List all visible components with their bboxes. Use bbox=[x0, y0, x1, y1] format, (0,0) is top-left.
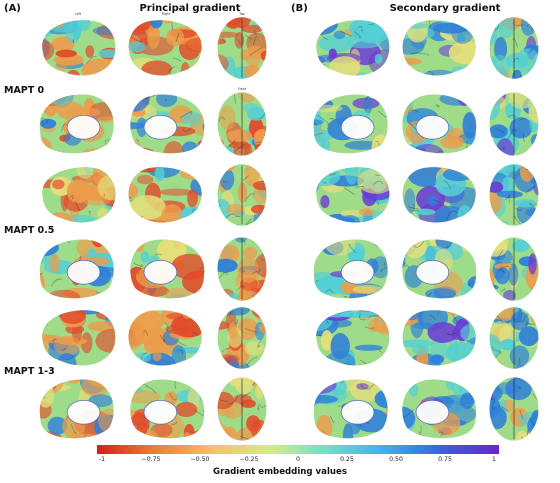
brain-lateral-view bbox=[42, 167, 116, 223]
brain-medial-view bbox=[313, 94, 388, 154]
brain-lateral-view bbox=[402, 310, 476, 366]
brain-medial-view bbox=[402, 379, 477, 439]
colorbar-tick-label: −0.75 bbox=[141, 456, 161, 463]
brain-medial-view bbox=[402, 94, 477, 154]
brain-lateral-view bbox=[402, 167, 476, 223]
brain-medial-view bbox=[39, 239, 114, 299]
brain-dorsal-view bbox=[489, 377, 539, 441]
brain-dorsal-view bbox=[217, 377, 267, 441]
colorbar-tick-label: 1 bbox=[492, 456, 496, 463]
brain-medial-view bbox=[313, 379, 388, 439]
colorbar-tick-label: −0.25 bbox=[239, 456, 259, 463]
brain-lateral-view bbox=[128, 20, 202, 76]
view-label: Top bbox=[239, 12, 245, 16]
colorbar-tick-label: -1 bbox=[98, 456, 106, 463]
panel-a-label: (A) bbox=[4, 3, 21, 14]
view-label: Left bbox=[75, 12, 81, 16]
colorbar-tick-label: 0.50 bbox=[389, 456, 403, 463]
brain-dorsal-view bbox=[217, 92, 267, 156]
brain-dorsal-view bbox=[489, 237, 539, 301]
brain-dorsal-view bbox=[217, 17, 267, 79]
colorbar bbox=[97, 445, 499, 454]
brain-dorsal-view bbox=[217, 164, 267, 226]
brain-dorsal-view bbox=[489, 17, 539, 79]
brain-lateral-view bbox=[128, 167, 202, 223]
brain-dorsal-view bbox=[489, 164, 539, 226]
brain-lateral-view bbox=[316, 310, 390, 366]
brain-lateral-view bbox=[42, 20, 116, 76]
panel-b-label: (B) bbox=[291, 3, 308, 14]
brain-medial-view bbox=[39, 94, 114, 154]
brain-dorsal-view bbox=[217, 237, 267, 301]
group-label-mapt-0: MAPT 0 bbox=[4, 85, 45, 96]
brain-lateral-view bbox=[128, 310, 202, 366]
colorbar-title: Gradient embedding values bbox=[213, 467, 347, 477]
panel-a-title: Principal gradient bbox=[139, 3, 241, 14]
view-label: Right bbox=[161, 12, 171, 16]
group-label-mapt-0-5: MAPT 0.5 bbox=[4, 225, 55, 236]
brain-medial-view bbox=[130, 379, 205, 439]
colorbar-gradient bbox=[97, 445, 499, 454]
view-label: Front bbox=[237, 87, 247, 91]
brain-medial-view bbox=[130, 94, 205, 154]
brain-dorsal-view bbox=[489, 307, 539, 369]
brain-medial-view bbox=[402, 239, 477, 299]
colorbar-tick-label: 0.25 bbox=[340, 456, 354, 463]
brain-medial-view bbox=[313, 239, 388, 299]
panel-b-title: Secondary gradient bbox=[389, 3, 501, 14]
brain-medial-view bbox=[130, 239, 205, 299]
brain-dorsal-view bbox=[217, 307, 267, 369]
colorbar-tick-label: 0.75 bbox=[438, 456, 452, 463]
colorbar-tick-label: −0.50 bbox=[190, 456, 210, 463]
brain-medial-view bbox=[39, 379, 114, 439]
brain-dorsal-view bbox=[489, 92, 539, 156]
brain-lateral-view bbox=[316, 20, 390, 76]
group-label-mapt-1-3: MAPT 1-3 bbox=[4, 366, 55, 377]
colorbar-tick-label: 0 bbox=[296, 456, 300, 463]
brain-lateral-view bbox=[42, 310, 116, 366]
brain-lateral-view bbox=[402, 20, 476, 76]
brain-lateral-view bbox=[316, 167, 390, 223]
